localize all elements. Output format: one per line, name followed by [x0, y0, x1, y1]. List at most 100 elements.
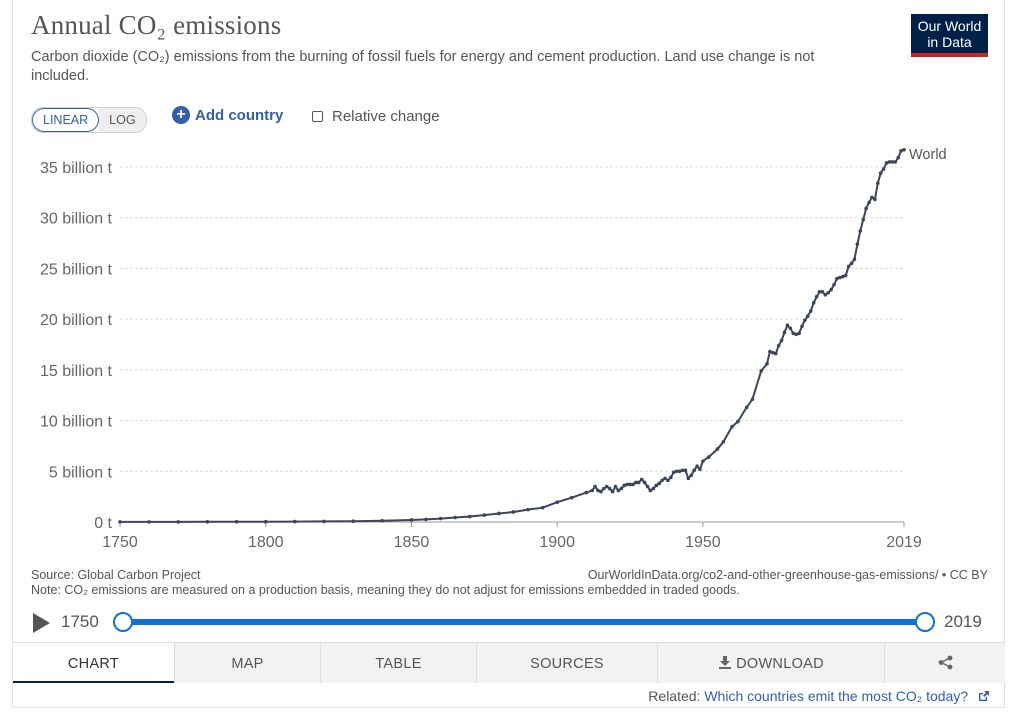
timeline-start-label: 1750	[61, 612, 99, 631]
data-point	[540, 505, 545, 510]
timeline-end-handle[interactable]	[915, 612, 935, 632]
data-point	[817, 289, 822, 294]
source-url[interactable]: OurWorldInData.org/co2-and-other-greenho…	[587, 568, 988, 582]
data-point	[846, 264, 851, 269]
data-point	[147, 520, 151, 524]
data-point	[744, 405, 749, 410]
data-point	[467, 514, 472, 519]
relative-change-checkbox[interactable]: Relative change	[312, 108, 440, 125]
tab-sources[interactable]: SOURCES	[476, 643, 657, 683]
data-point	[628, 482, 632, 487]
y-tick-label: 15 billion t	[40, 363, 113, 380]
source-text: Source: Global Carbon Project	[31, 568, 201, 582]
data-point	[351, 519, 355, 523]
chart-frame	[12, 0, 1005, 708]
data-point	[622, 483, 627, 488]
data-point	[706, 455, 711, 459]
timeline-track[interactable]	[121, 619, 925, 625]
tab-map[interactable]: MAP	[174, 643, 320, 683]
data-point	[773, 351, 778, 356]
data-point	[721, 440, 726, 444]
share-icon	[938, 655, 952, 670]
y-tick-label: 20 billion t	[40, 312, 113, 329]
data-point	[808, 309, 813, 313]
data-point	[648, 488, 653, 493]
scale-toggle: LINEAR LOG	[31, 107, 147, 133]
related-prefix: Related:	[648, 688, 701, 704]
relative-change-label: Relative change	[332, 108, 440, 125]
y-axis-ticks: 0 t 5 billion t 10 billion t 15 billion t 20…	[40, 160, 113, 532]
play-icon[interactable]	[33, 613, 50, 633]
data-point	[663, 476, 667, 481]
external-link-icon[interactable]	[978, 690, 990, 702]
data-point	[234, 519, 239, 524]
y-tick-label: 10 billion t	[40, 414, 113, 431]
data-point	[884, 161, 889, 165]
data-point	[590, 488, 594, 493]
data-point	[715, 447, 720, 451]
data-point	[782, 330, 787, 335]
chart-subtitle: Carbon dioxide (CO₂) emissions from the …	[31, 49, 815, 84]
data-point	[593, 484, 597, 489]
data-point	[858, 229, 863, 233]
linear-scale-button[interactable]: LINEAR	[32, 108, 100, 132]
timeline-start-handle[interactable]	[113, 612, 133, 632]
data-point	[674, 469, 679, 474]
data-point	[619, 486, 624, 491]
data-point	[424, 517, 428, 522]
log-scale-button[interactable]: LOG	[99, 108, 146, 132]
download-icon	[719, 656, 732, 669]
y-tick-label: 5 billion t	[49, 464, 113, 481]
y-tick-label: 30 billion t	[40, 211, 113, 228]
tab-table[interactable]: TABLE	[320, 643, 476, 683]
data-point	[838, 275, 842, 280]
data-point	[666, 478, 670, 483]
data-point	[736, 419, 740, 424]
series-line-world	[120, 148, 905, 523]
data-point	[800, 324, 804, 329]
data-point	[695, 464, 699, 469]
data-point	[634, 480, 638, 485]
grid-lines	[120, 166, 904, 523]
x-tick-label: 1850	[394, 534, 430, 551]
tab-share[interactable]	[884, 643, 1005, 683]
data-point	[669, 475, 673, 480]
data-point	[878, 171, 883, 175]
data-point	[616, 488, 621, 493]
logo-line-2: in Data	[927, 34, 972, 50]
data-point	[596, 488, 600, 493]
data-point	[779, 338, 784, 343]
owid-logo[interactable]: Our World in Data	[911, 14, 988, 57]
data-point	[651, 486, 656, 491]
related-link[interactable]: Which countries emit the most CO₂ today?	[704, 688, 969, 704]
data-point	[873, 197, 877, 202]
data-point	[843, 273, 848, 278]
tab-chart[interactable]: CHART	[13, 643, 174, 683]
y-tick-label: 0 t	[94, 515, 112, 532]
add-country-button[interactable]: + Add country	[172, 106, 283, 124]
data-point	[855, 242, 860, 246]
data-point	[750, 397, 755, 402]
data-point	[811, 301, 816, 305]
data-point	[730, 424, 734, 429]
data-point	[797, 331, 801, 336]
x-tick-label: 1900	[539, 534, 575, 551]
data-point	[861, 217, 865, 222]
tab-download[interactable]: DOWNLOAD	[657, 643, 884, 683]
y-tick-label: 35 billion t	[40, 160, 113, 177]
data-point	[791, 331, 796, 336]
x-tick-label: 1800	[248, 534, 284, 551]
data-point	[829, 287, 833, 292]
data-point	[569, 495, 574, 500]
data-point	[823, 293, 828, 297]
data-point	[686, 476, 691, 481]
series-layer: World	[118, 147, 947, 524]
line-chart: 0 t 5 billion t 10 billion t 15 billion t 20…	[40, 147, 947, 551]
data-point	[511, 510, 516, 514]
data-point	[875, 181, 880, 186]
data-point	[899, 148, 903, 153]
data-point	[610, 489, 615, 494]
data-point	[698, 467, 702, 472]
x-axis-ticks: 1750 1800 1850 1900 1950 2019	[102, 522, 922, 551]
logo-bar	[911, 53, 988, 57]
